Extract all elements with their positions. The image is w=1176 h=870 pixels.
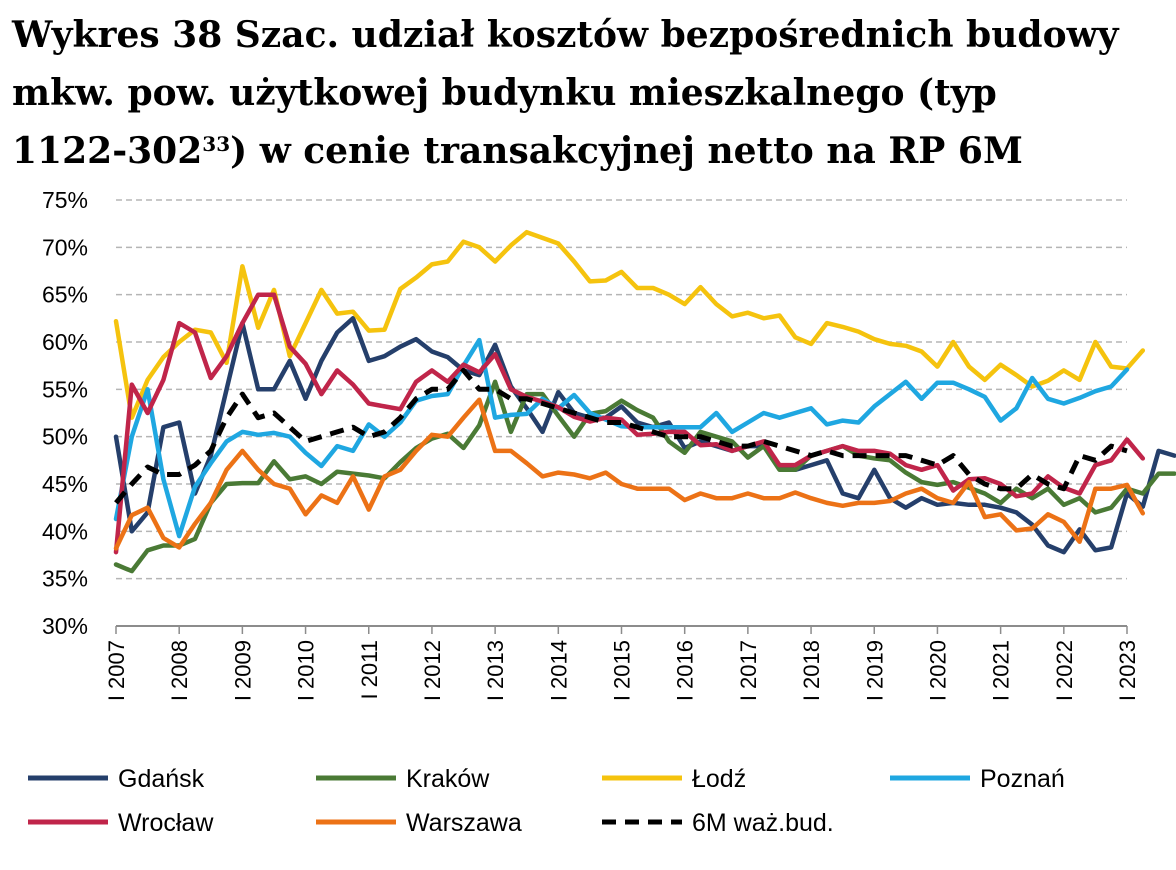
legend-label: Poznań	[980, 765, 1065, 793]
y-tick-label: 55%	[42, 376, 88, 402]
series-line-wrocław	[113, 292, 1146, 555]
x-axis: I 2007 I 2008 I 2009 I 2010 I 2011 I 2012 I 20…	[104, 625, 1140, 701]
y-tick-label: 35%	[42, 566, 88, 592]
y-axis-ticks: 30% 35% 40% 45% 50% 55% 60% 65% 70% 75%	[42, 187, 88, 639]
x-tick-label: I 2020	[925, 640, 950, 701]
chart-title-line3-pre: 1122-302	[12, 130, 203, 172]
y-tick-label: 65%	[42, 282, 88, 308]
x-tick-label: I 2011	[357, 640, 382, 700]
y-tick-label: 50%	[42, 424, 88, 450]
x-tick-label: I 2022	[1052, 640, 1077, 701]
y-tick-label: 40%	[42, 518, 88, 544]
x-tick-label: I 2016	[673, 640, 698, 701]
x-tick-label: I 2018	[799, 640, 824, 701]
chart-title-line1: Wykres 38 Szac. udział kosztów bezpośred…	[12, 14, 1119, 56]
series-line-poznań	[113, 337, 1130, 539]
legend-label: Wrocław	[118, 809, 214, 837]
chart-title-line3-post: ) w cenie transakcyjnej netto na RP 6M	[230, 130, 1023, 172]
series-line-warszawa	[113, 397, 1146, 551]
x-tick-label: I 2010	[294, 640, 319, 701]
legend-label: Kraków	[406, 765, 490, 793]
legend-label: Łodź	[692, 765, 746, 793]
x-tick-label: I 2013	[483, 640, 508, 701]
chart-title-line3: 1122-30233) w cenie transakcyjnej netto …	[12, 122, 1172, 180]
x-tick-label: I 2015	[610, 640, 635, 701]
chart-title-line2: mkw. pow. użytkowej budynku mieszkalnego…	[12, 72, 997, 114]
y-tick-label: 60%	[42, 329, 88, 355]
series-line-gdańsk	[113, 316, 1176, 555]
y-tick-label: 75%	[42, 187, 88, 213]
x-tick-label: I 2009	[230, 640, 255, 701]
legend-label: Warszawa	[406, 809, 522, 837]
x-tick-label: I 2021	[989, 640, 1014, 701]
y-tick-label: 45%	[42, 471, 88, 497]
chart-title: Wykres 38 Szac. udział kosztów bezpośred…	[12, 6, 1172, 180]
legend-label: 6M waż.bud.	[692, 809, 834, 837]
footnote-ref: 33	[202, 132, 231, 156]
legend-label: Gdańsk	[118, 765, 205, 793]
y-tick-label: 70%	[42, 234, 88, 260]
x-tick-label: I 2014	[546, 640, 571, 701]
x-tick-label: I 2019	[862, 640, 887, 701]
x-tick-label: I 2012	[420, 640, 445, 701]
x-tick-label: I 2017	[736, 640, 761, 701]
x-tick-label: I 2023	[1115, 640, 1140, 701]
series-lines	[113, 229, 1176, 574]
x-tick-label: I 2008	[167, 640, 192, 701]
y-tick-label: 30%	[42, 613, 88, 639]
legend: Gdańsk Kraków Łodź Poznań Wrocław Warszawa 6M …	[28, 765, 1065, 837]
series-line-kraków	[113, 379, 1176, 574]
x-tick-label: I 2007	[104, 640, 129, 701]
